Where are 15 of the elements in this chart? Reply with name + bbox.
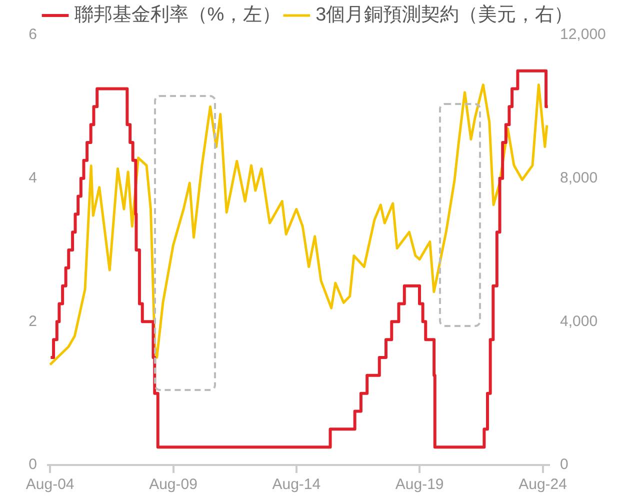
x-tick-label: Aug-19 — [395, 476, 444, 494]
y-tick-label: 4 — [28, 169, 37, 186]
y-tick-label: 2 — [28, 312, 37, 330]
x-tick-label: Aug-04 — [26, 476, 74, 494]
legend-label: 聯邦基金利率（%，左） — [74, 4, 282, 26]
y-tick-label: 0 — [28, 456, 37, 474]
y2-tick-label: 8,000 — [560, 169, 598, 186]
y-tick-label: 6 — [28, 26, 37, 44]
y2-tick-label: 12,000 — [560, 26, 606, 44]
y2-tick-label: 4,000 — [560, 312, 598, 330]
x-tick-label: Aug-09 — [149, 476, 198, 494]
x-tick-label: Aug-14 — [272, 476, 321, 494]
legend-label: 3個月銅預測契約（美元，右） — [316, 4, 574, 26]
x-tick-label: Aug-24 — [518, 476, 567, 494]
y2-tick-label: 0 — [560, 456, 568, 474]
